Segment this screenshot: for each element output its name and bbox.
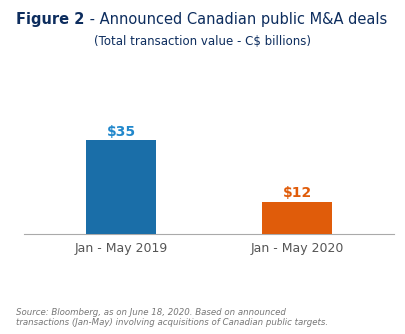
Text: (Total transaction value - C$ billions): (Total transaction value - C$ billions) bbox=[94, 35, 311, 48]
Bar bbox=[261, 202, 331, 234]
Text: Figure 2: Figure 2 bbox=[16, 12, 84, 27]
Text: - Announced Canadian public M&A deals: - Announced Canadian public M&A deals bbox=[84, 12, 386, 27]
Bar bbox=[86, 140, 156, 234]
Text: $35: $35 bbox=[106, 125, 135, 139]
Text: Source: Bloomberg, as on June 18, 2020. Based on announced
transactions (Jan-May: Source: Bloomberg, as on June 18, 2020. … bbox=[16, 308, 328, 327]
Text: $12: $12 bbox=[282, 186, 311, 200]
